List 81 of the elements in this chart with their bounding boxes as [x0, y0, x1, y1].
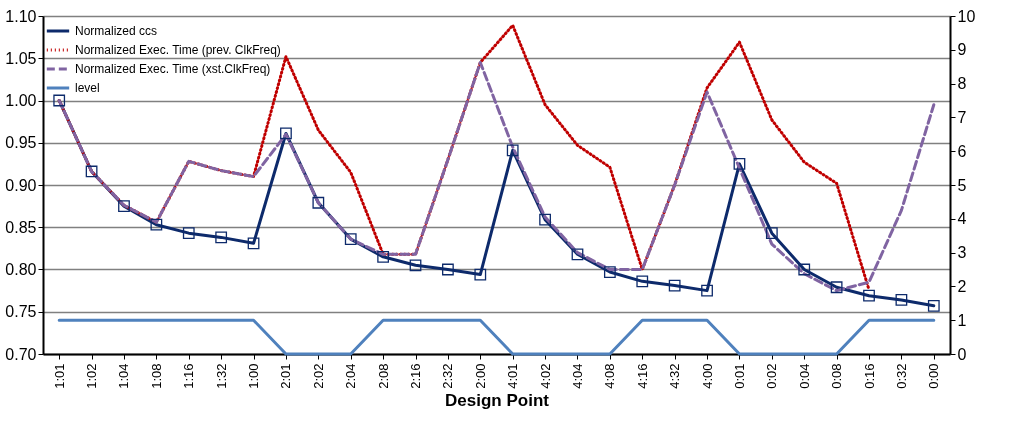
x-tick-label: 0:16: [861, 363, 877, 389]
y2-tick-label: 1: [957, 311, 967, 329]
y-tick-label: 0.85: [5, 218, 37, 236]
legend-label: Normalized Exec. Time (prev. ClkFreq): [75, 43, 281, 57]
y2-tick-label: 10: [957, 7, 976, 25]
x-tick-label: 4:02: [537, 363, 553, 389]
x-tick-label: 0:32: [893, 363, 909, 389]
y2-tick-label: 4: [957, 210, 967, 228]
point: [506, 144, 519, 157]
y2-tick-label: 3: [957, 244, 967, 262]
legend-label: level: [75, 81, 100, 95]
x-tick-label: 0:08: [829, 363, 845, 389]
x-tick-label: 4:08: [602, 363, 618, 389]
x-tick-label: 0:02: [764, 363, 780, 389]
x-tick-label: 2:01: [278, 363, 294, 389]
y-tick-label: 1.05: [5, 49, 37, 67]
point: [377, 250, 390, 263]
point: [474, 268, 487, 281]
y-tick-label: 0.90: [5, 176, 37, 194]
y2-tick-label: 8: [957, 75, 967, 93]
x-tick-label: 4:32: [667, 363, 683, 389]
point: [603, 266, 616, 278]
y-tick-label: 0.75: [5, 303, 37, 321]
point: [636, 275, 649, 288]
x-tick-label: 1:02: [84, 363, 100, 389]
point: [798, 263, 811, 276]
y2-tick-label: 0: [957, 345, 967, 363]
y-tick-label: 0.95: [5, 134, 37, 152]
y-tick-label: 1.00: [5, 92, 37, 109]
point: [539, 213, 551, 226]
point: [863, 289, 875, 302]
x-tick-label: 2:04: [343, 363, 359, 389]
point: [701, 284, 713, 297]
y-tick-label: 1.10: [5, 7, 37, 25]
x-tick-label: 1:01: [51, 363, 67, 389]
point: [442, 263, 454, 276]
x-tick-label: 4:00: [699, 363, 715, 389]
point: [733, 157, 746, 170]
legend-label: Normalized Exec. Time (xst.ClkFreq): [75, 62, 271, 76]
point: [247, 237, 260, 250]
x-tick-label: 2:00: [472, 363, 488, 389]
x-tick-label: 2:16: [408, 363, 424, 389]
x-tick-label: 1:04: [116, 363, 132, 389]
x-tick-label: 4:01: [505, 363, 521, 389]
point: [668, 279, 681, 292]
point: [895, 294, 908, 306]
x-tick-label: 2:02: [310, 363, 326, 389]
x-tick-label: 2:32: [440, 363, 456, 389]
point: [312, 196, 325, 209]
point: [150, 218, 163, 231]
point: [409, 259, 422, 272]
x-tick-label: 4:04: [569, 363, 585, 389]
point: [765, 227, 778, 240]
point: [830, 281, 843, 294]
y2-tick-label: 2: [957, 277, 967, 295]
y2-tick-label: 9: [957, 41, 967, 59]
x-tick-label: 1:08: [148, 363, 164, 389]
point: [85, 165, 98, 178]
x-tick-label: 0:00: [926, 363, 942, 389]
point: [53, 94, 66, 107]
x-axis-title: Design Point: [445, 390, 550, 410]
point: [118, 200, 130, 213]
x-tick-label: 2:08: [375, 363, 391, 389]
x-tick-label: 1:00: [246, 363, 262, 389]
x-tick-label: 0:01: [731, 363, 747, 389]
legend-label: Normalized ccs: [75, 24, 158, 38]
x-tick-label: 4:16: [634, 363, 650, 389]
point: [215, 231, 228, 244]
point: [280, 127, 292, 140]
y-tick-label: 0.70: [5, 345, 37, 363]
y-tick-label: 0.80: [5, 261, 37, 278]
y2-tick-label: 6: [957, 142, 967, 160]
point: [571, 248, 584, 261]
y2-tick-label: 7: [957, 108, 967, 126]
point: [927, 299, 940, 312]
x-tick-label: 1:16: [181, 363, 197, 389]
point: [182, 227, 195, 240]
x-tick-label: 1:32: [213, 363, 229, 389]
point: [344, 233, 357, 245]
y2-tick-label: 5: [957, 176, 967, 194]
x-tick-label: 0:04: [796, 363, 812, 389]
